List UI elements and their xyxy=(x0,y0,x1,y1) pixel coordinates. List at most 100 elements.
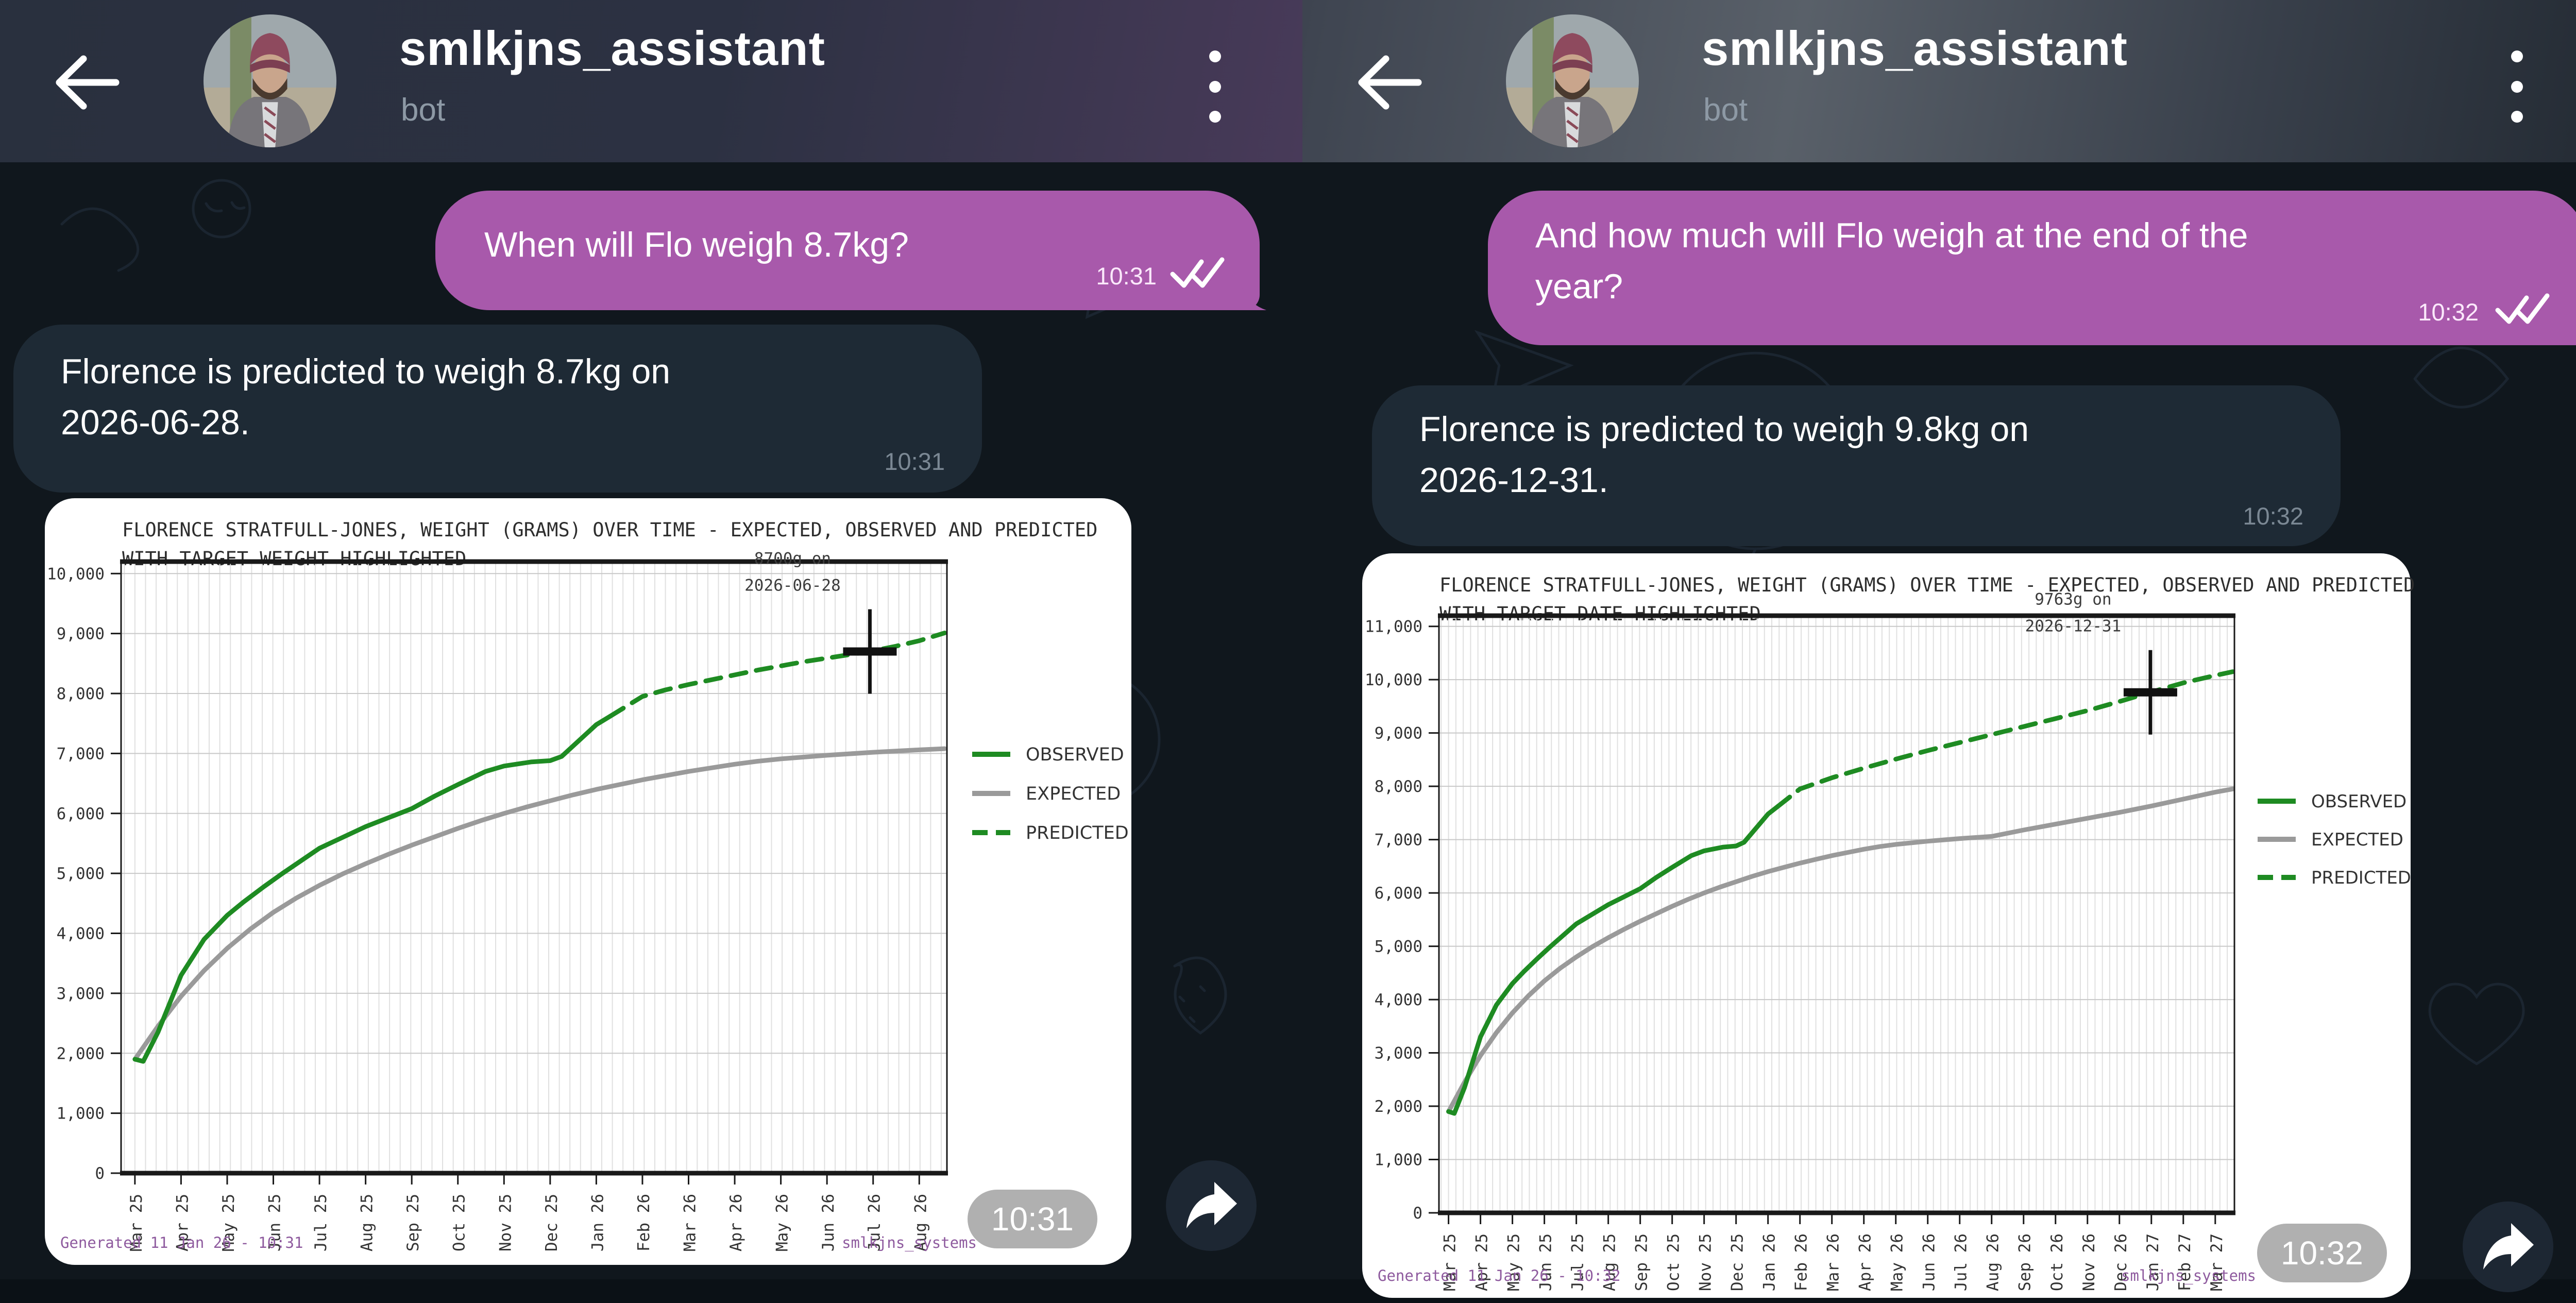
bubble-tail xyxy=(2565,309,2576,345)
svg-text:6,000: 6,000 xyxy=(1375,884,1422,903)
svg-text:May 25: May 25 xyxy=(219,1194,238,1251)
chat-title: smlkjns_assistant xyxy=(1702,21,2128,75)
kebab-menu-icon[interactable] xyxy=(2496,47,2537,126)
photo-time-badge: 10:31 xyxy=(967,1190,1097,1248)
weight-chart: 0 1,000 2,000 3,000 4,000 5,000 6,000 7,000 8,00… xyxy=(1365,590,2411,1291)
forward-arrow-icon xyxy=(2483,1223,2534,1270)
svg-text:Dec 25: Dec 25 xyxy=(1728,1233,1747,1291)
svg-text:Mar 25: Mar 25 xyxy=(1441,1233,1460,1291)
svg-text:OBSERVED: OBSERVED xyxy=(2311,791,2406,812)
svg-text:EXPECTED: EXPECTED xyxy=(1026,784,1121,804)
kebab-menu-icon[interactable] xyxy=(1194,47,1235,126)
svg-text:Sep 25: Sep 25 xyxy=(404,1194,422,1251)
svg-text:1,000: 1,000 xyxy=(1375,1151,1422,1170)
svg-text:4,000: 4,000 xyxy=(1375,991,1422,1009)
back-arrow-icon[interactable] xyxy=(52,46,124,119)
bubble-tail xyxy=(1238,274,1266,310)
chat-subtitle: bot xyxy=(401,92,446,128)
svg-text:OBSERVED: OBSERVED xyxy=(1026,744,1124,765)
svg-text:Mar 26: Mar 26 xyxy=(1824,1233,1843,1291)
svg-text:0: 0 xyxy=(95,1164,105,1183)
svg-text:0: 0 xyxy=(1413,1204,1422,1223)
user-message-bubble: And how much will Flo weigh at the end o… xyxy=(1488,191,2576,345)
svg-text:Apr 26: Apr 26 xyxy=(1856,1233,1875,1291)
svg-text:Apr 25: Apr 25 xyxy=(1473,1233,1492,1291)
svg-text:Jun 25: Jun 25 xyxy=(266,1194,284,1251)
svg-text:7,000: 7,000 xyxy=(1375,831,1422,850)
svg-text:Nov 25: Nov 25 xyxy=(496,1194,515,1251)
chart-generated-stamp: Generated 11 Jan 26 - 10:31 xyxy=(60,1234,303,1251)
svg-text:9763g on: 9763g on xyxy=(2035,590,2111,609)
chat-header: smlkjns_assistant bot xyxy=(0,0,1302,162)
avatar[interactable] xyxy=(204,14,336,147)
svg-text:Aug 26: Aug 26 xyxy=(1984,1233,2003,1291)
svg-text:5,000: 5,000 xyxy=(57,865,105,883)
chart-title-line1: FLORENCE STRATFULL-JONES, WEIGHT (GRAMS)… xyxy=(122,519,1098,541)
user-message-bubble: When will Flo weigh 8.7kg? 10:31 xyxy=(435,191,1266,310)
svg-text:Apr 26: Apr 26 xyxy=(727,1194,745,1251)
svg-text:9,000: 9,000 xyxy=(57,625,105,644)
svg-text:Jun 26: Jun 26 xyxy=(1920,1233,1939,1291)
svg-text:Dec 25: Dec 25 xyxy=(543,1194,561,1251)
svg-text:Oct 26: Oct 26 xyxy=(2048,1233,2066,1291)
message-time: 10:32 xyxy=(2243,502,2303,530)
svg-text:Mar 26: Mar 26 xyxy=(681,1194,700,1251)
svg-text:Oct 25: Oct 25 xyxy=(1665,1233,1683,1291)
svg-text:Jun 25: Jun 25 xyxy=(1537,1233,1555,1291)
svg-text:2,000: 2,000 xyxy=(57,1044,105,1063)
svg-text:May 26: May 26 xyxy=(1888,1233,1907,1291)
chat-panel-right: smlkjns_assistant bot And how much will … xyxy=(1302,0,2576,1303)
bot-message-text: Florence is predicted to weigh 8.7kg on … xyxy=(61,352,671,442)
message-time: 10:32 xyxy=(2418,298,2479,326)
svg-text:Aug 25: Aug 25 xyxy=(1601,1233,1619,1291)
svg-text:May 25: May 25 xyxy=(1505,1233,1523,1291)
svg-text:10,000: 10,000 xyxy=(47,565,105,583)
bot-message-text: Florence is predicted to weigh 9.8kg on … xyxy=(1419,410,2029,500)
svg-text:1,000: 1,000 xyxy=(57,1105,105,1123)
svg-text:Dec 26: Dec 26 xyxy=(2112,1233,2130,1291)
message-time: 10:31 xyxy=(1096,262,1157,290)
svg-text:Feb 26: Feb 26 xyxy=(635,1194,653,1251)
chart-brand-stamp: smlkjns_systems xyxy=(2121,1267,2256,1284)
svg-text:Jul 25: Jul 25 xyxy=(1569,1233,1587,1291)
chat-header: smlkjns_assistant bot xyxy=(1302,0,2576,162)
chart-generated-stamp: Generated 11 Jan 26 - 10:32 xyxy=(1378,1267,1621,1284)
back-arrow-icon[interactable] xyxy=(1354,46,1426,119)
svg-text:Jul 26: Jul 26 xyxy=(1952,1233,1971,1291)
svg-text:PREDICTED: PREDICTED xyxy=(2311,868,2411,888)
bot-message-bubble: Florence is predicted to weigh 8.7kg on … xyxy=(13,325,982,493)
svg-text:5,000: 5,000 xyxy=(1375,938,1422,956)
svg-text:Nov 25: Nov 25 xyxy=(1697,1233,1715,1291)
svg-text:11,000: 11,000 xyxy=(1365,618,1422,636)
chart-brand-stamp: smlkjns_systems xyxy=(842,1234,977,1251)
svg-text:Jul 25: Jul 25 xyxy=(312,1194,330,1251)
chart-photo-message[interactable]: FLORENCE STRATFULL-JONES, WEIGHT (GRAMS)… xyxy=(45,498,1131,1265)
svg-text:Oct 25: Oct 25 xyxy=(450,1194,469,1251)
svg-text:PREDICTED: PREDICTED xyxy=(1026,823,1129,843)
svg-text:Jul 26: Jul 26 xyxy=(866,1194,884,1251)
svg-text:Feb 27: Feb 27 xyxy=(2176,1233,2194,1291)
avatar[interactable] xyxy=(1506,14,1639,147)
svg-text:Mar 25: Mar 25 xyxy=(127,1194,146,1251)
user-message-text: And how much will Flo weigh at the end o… xyxy=(1535,216,2248,306)
svg-text:Jan 26: Jan 26 xyxy=(1760,1233,1779,1291)
share-forward-button[interactable] xyxy=(2463,1202,2553,1292)
forward-arrow-icon xyxy=(1187,1182,1237,1228)
svg-text:Aug 26: Aug 26 xyxy=(911,1194,930,1251)
chat-panel-left: smlkjns_assistant bot When will Flo weig… xyxy=(0,0,1302,1303)
svg-text:4,000: 4,000 xyxy=(57,925,105,943)
bottom-system-band xyxy=(0,1279,1302,1303)
bot-message-bubble: Florence is predicted to weigh 9.8kg on … xyxy=(1372,385,2341,546)
svg-text:Nov 26: Nov 26 xyxy=(2080,1233,2098,1291)
message-time: 10:31 xyxy=(884,447,945,475)
read-receipt-icon xyxy=(2495,293,2550,324)
share-forward-button[interactable] xyxy=(1166,1160,1257,1251)
read-receipt-icon xyxy=(1170,257,1225,288)
chart-title-line1: FLORENCE STRATFULL-JONES, WEIGHT (GRAMS)… xyxy=(1439,574,2415,596)
chart-photo-message[interactable]: FLORENCE STRATFULL-JONES, WEIGHT (GRAMS)… xyxy=(1362,553,2415,1298)
svg-text:Jun 26: Jun 26 xyxy=(819,1194,838,1251)
svg-text:EXPECTED: EXPECTED xyxy=(2311,830,2403,850)
svg-text:3,000: 3,000 xyxy=(57,985,105,1003)
svg-text:Jan 26: Jan 26 xyxy=(588,1194,607,1251)
